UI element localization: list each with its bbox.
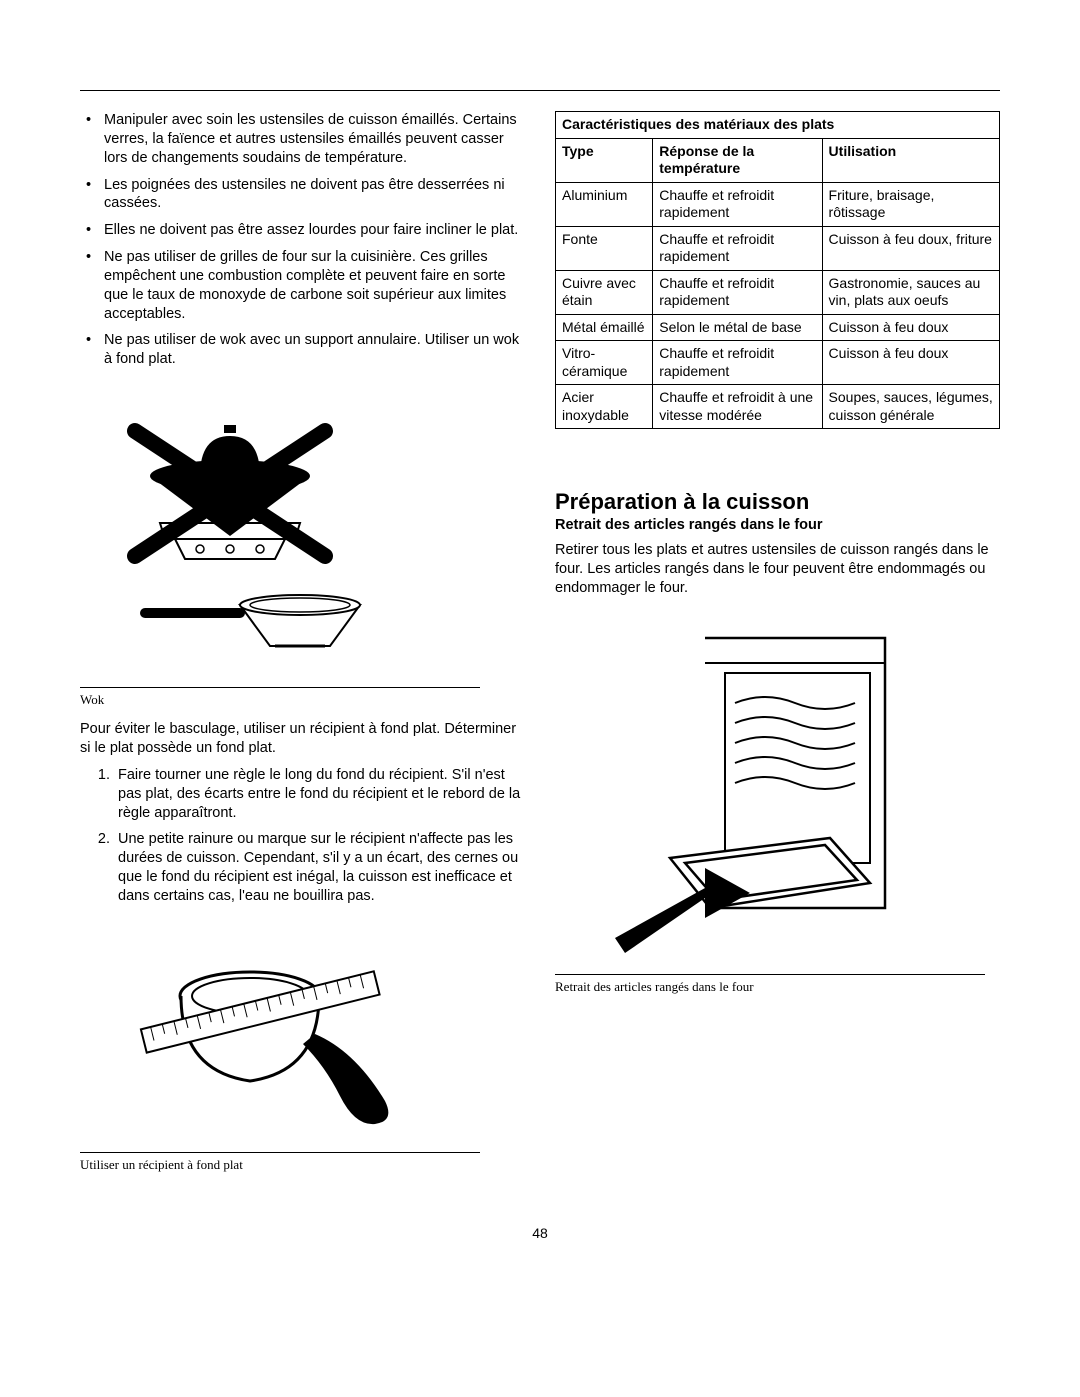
table-cell: Vitro-céramique	[556, 341, 653, 385]
wok-figure	[80, 381, 525, 681]
bullet-list: Manipuler avec soin les ustensiles de cu…	[80, 111, 525, 369]
list-item: Ne pas utiliser de wok avec un support a…	[94, 331, 525, 369]
oven-figure	[585, 608, 1000, 968]
table-row: Fonte Chauffe et refroidit rapidement Cu…	[556, 226, 1000, 270]
list-item: Elles ne doivent pas être assez lourdes …	[94, 221, 525, 240]
table-cell: Cuisson à feu doux	[822, 314, 999, 341]
list-item: Faire tourner une règle le long du fond …	[114, 766, 525, 823]
table-cell: Selon le métal de base	[653, 314, 822, 341]
pan-ruler-icon	[120, 916, 420, 1146]
flat-pan-figure	[120, 916, 525, 1146]
table-cell: Cuivre avec étain	[556, 270, 653, 314]
table-cell: Friture, braisage, rôtissage	[822, 182, 999, 226]
table-cell: Chauffe et refroidit rapidement	[653, 341, 822, 385]
oven-caption: Retrait des articles rangés dans le four	[555, 979, 1000, 995]
table-header: Utilisation	[822, 138, 999, 182]
table-cell: Fonte	[556, 226, 653, 270]
table-header: Type	[556, 138, 653, 182]
table-cell: Cuisson à feu doux	[822, 341, 999, 385]
table-row: Métal émaillé Selon le métal de base Cui…	[556, 314, 1000, 341]
table-row: Vitro-céramique Chauffe et refroidit rap…	[556, 341, 1000, 385]
figure-rule	[80, 687, 480, 688]
materials-table: Caractéristiques des matériaux des plats…	[555, 111, 1000, 429]
section-subhead: Retrait des articles rangés dans le four	[555, 517, 1000, 533]
table-cell: Chauffe et refroidit rapidement	[653, 226, 822, 270]
list-item: Ne pas utiliser de grilles de four sur l…	[94, 248, 525, 323]
table-header: Réponse de la température	[653, 138, 822, 182]
oven-remove-icon	[585, 608, 945, 968]
wok-icon	[80, 381, 380, 681]
table-cell: Chauffe et refroidit rapidement	[653, 182, 822, 226]
table-cell: Soupes, sauces, légumes, cuisson général…	[822, 385, 999, 429]
numbered-list: Faire tourner une règle le long du fond …	[80, 766, 525, 906]
list-item: Une petite rainure ou marque sur le réci…	[114, 830, 525, 905]
table-row: Aluminium Chauffe et refroidit rapidemen…	[556, 182, 1000, 226]
list-item: Manipuler avec soin les ustensiles de cu…	[94, 111, 525, 168]
figure-rule	[555, 974, 985, 975]
flat-pan-caption: Utiliser un récipient à fond plat	[80, 1157, 525, 1173]
paragraph: Retirer tous les plats et autres ustensi…	[555, 541, 1000, 598]
page-top-rule	[80, 90, 1000, 91]
table-cell: Acier inoxydable	[556, 385, 653, 429]
table-cell: Chauffe et refroidit à une vitesse modér…	[653, 385, 822, 429]
paragraph: Pour éviter le basculage, utiliser un ré…	[80, 720, 525, 758]
wok-caption: Wok	[80, 692, 525, 708]
table-cell: Aluminium	[556, 182, 653, 226]
list-item: Les poignées des ustensiles ne doivent p…	[94, 176, 525, 214]
table-row: Cuivre avec étain Chauffe et refroidit r…	[556, 270, 1000, 314]
table-row: Acier inoxydable Chauffe et refroidit à …	[556, 385, 1000, 429]
table-cell: Métal émaillé	[556, 314, 653, 341]
right-column: Caractéristiques des matériaux des plats…	[555, 111, 1000, 1185]
table-cell: Chauffe et refroidit rapidement	[653, 270, 822, 314]
table-cell: Cuisson à feu doux, friture	[822, 226, 999, 270]
table-title: Caractéristiques des matériaux des plats	[556, 112, 1000, 139]
section-title: Préparation à la cuisson	[555, 489, 1000, 515]
table-cell: Gastronomie, sauces au vin, plats aux oe…	[822, 270, 999, 314]
page-number: 48	[80, 1225, 1000, 1241]
figure-rule	[80, 1152, 480, 1153]
left-column: Manipuler avec soin les ustensiles de cu…	[80, 111, 525, 1185]
